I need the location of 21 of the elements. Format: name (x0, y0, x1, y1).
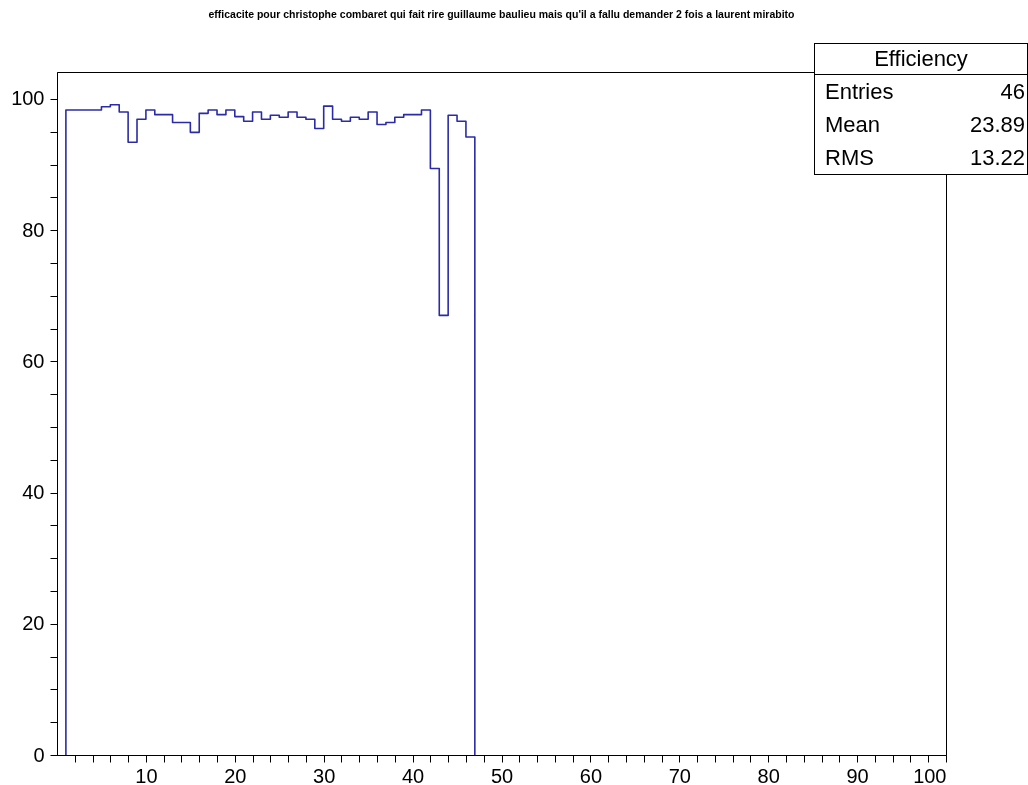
text: Entries 46 (825, 79, 1025, 104)
y-tick-label: 0 (33, 743, 45, 766)
y-tick-label: 40 (22, 481, 45, 504)
chart-title: efficacite pour christophe combaret qui fait rire guillaume baulieu mais qu'il a fallu demander 2 fois a laurent mirabito (208, 7, 795, 20)
x-tick-label: 100 (913, 764, 947, 785)
text: RMS 13.22 (825, 145, 1025, 170)
y-tick-label: 60 (22, 349, 45, 372)
x-tick-label: 20 (224, 764, 247, 785)
x-tick-label: 40 (401, 764, 425, 785)
x-tick-label: 30 (313, 764, 336, 785)
y-tick-label: 100 (11, 87, 45, 110)
x-tick-label: 50 (490, 764, 514, 785)
y-tick-label: 20 (22, 612, 45, 635)
text: Mean 23.89 (825, 112, 1025, 137)
text: Efficiency (815, 44, 1027, 75)
y-tick-label: 80 (22, 218, 45, 241)
x-tick-label: 10 (135, 764, 158, 785)
x-tick-label: 80 (757, 764, 780, 785)
x-tick-label: 90 (846, 764, 869, 785)
x-tick-label: 60 (579, 764, 603, 785)
x-tick-label: 70 (668, 764, 691, 785)
